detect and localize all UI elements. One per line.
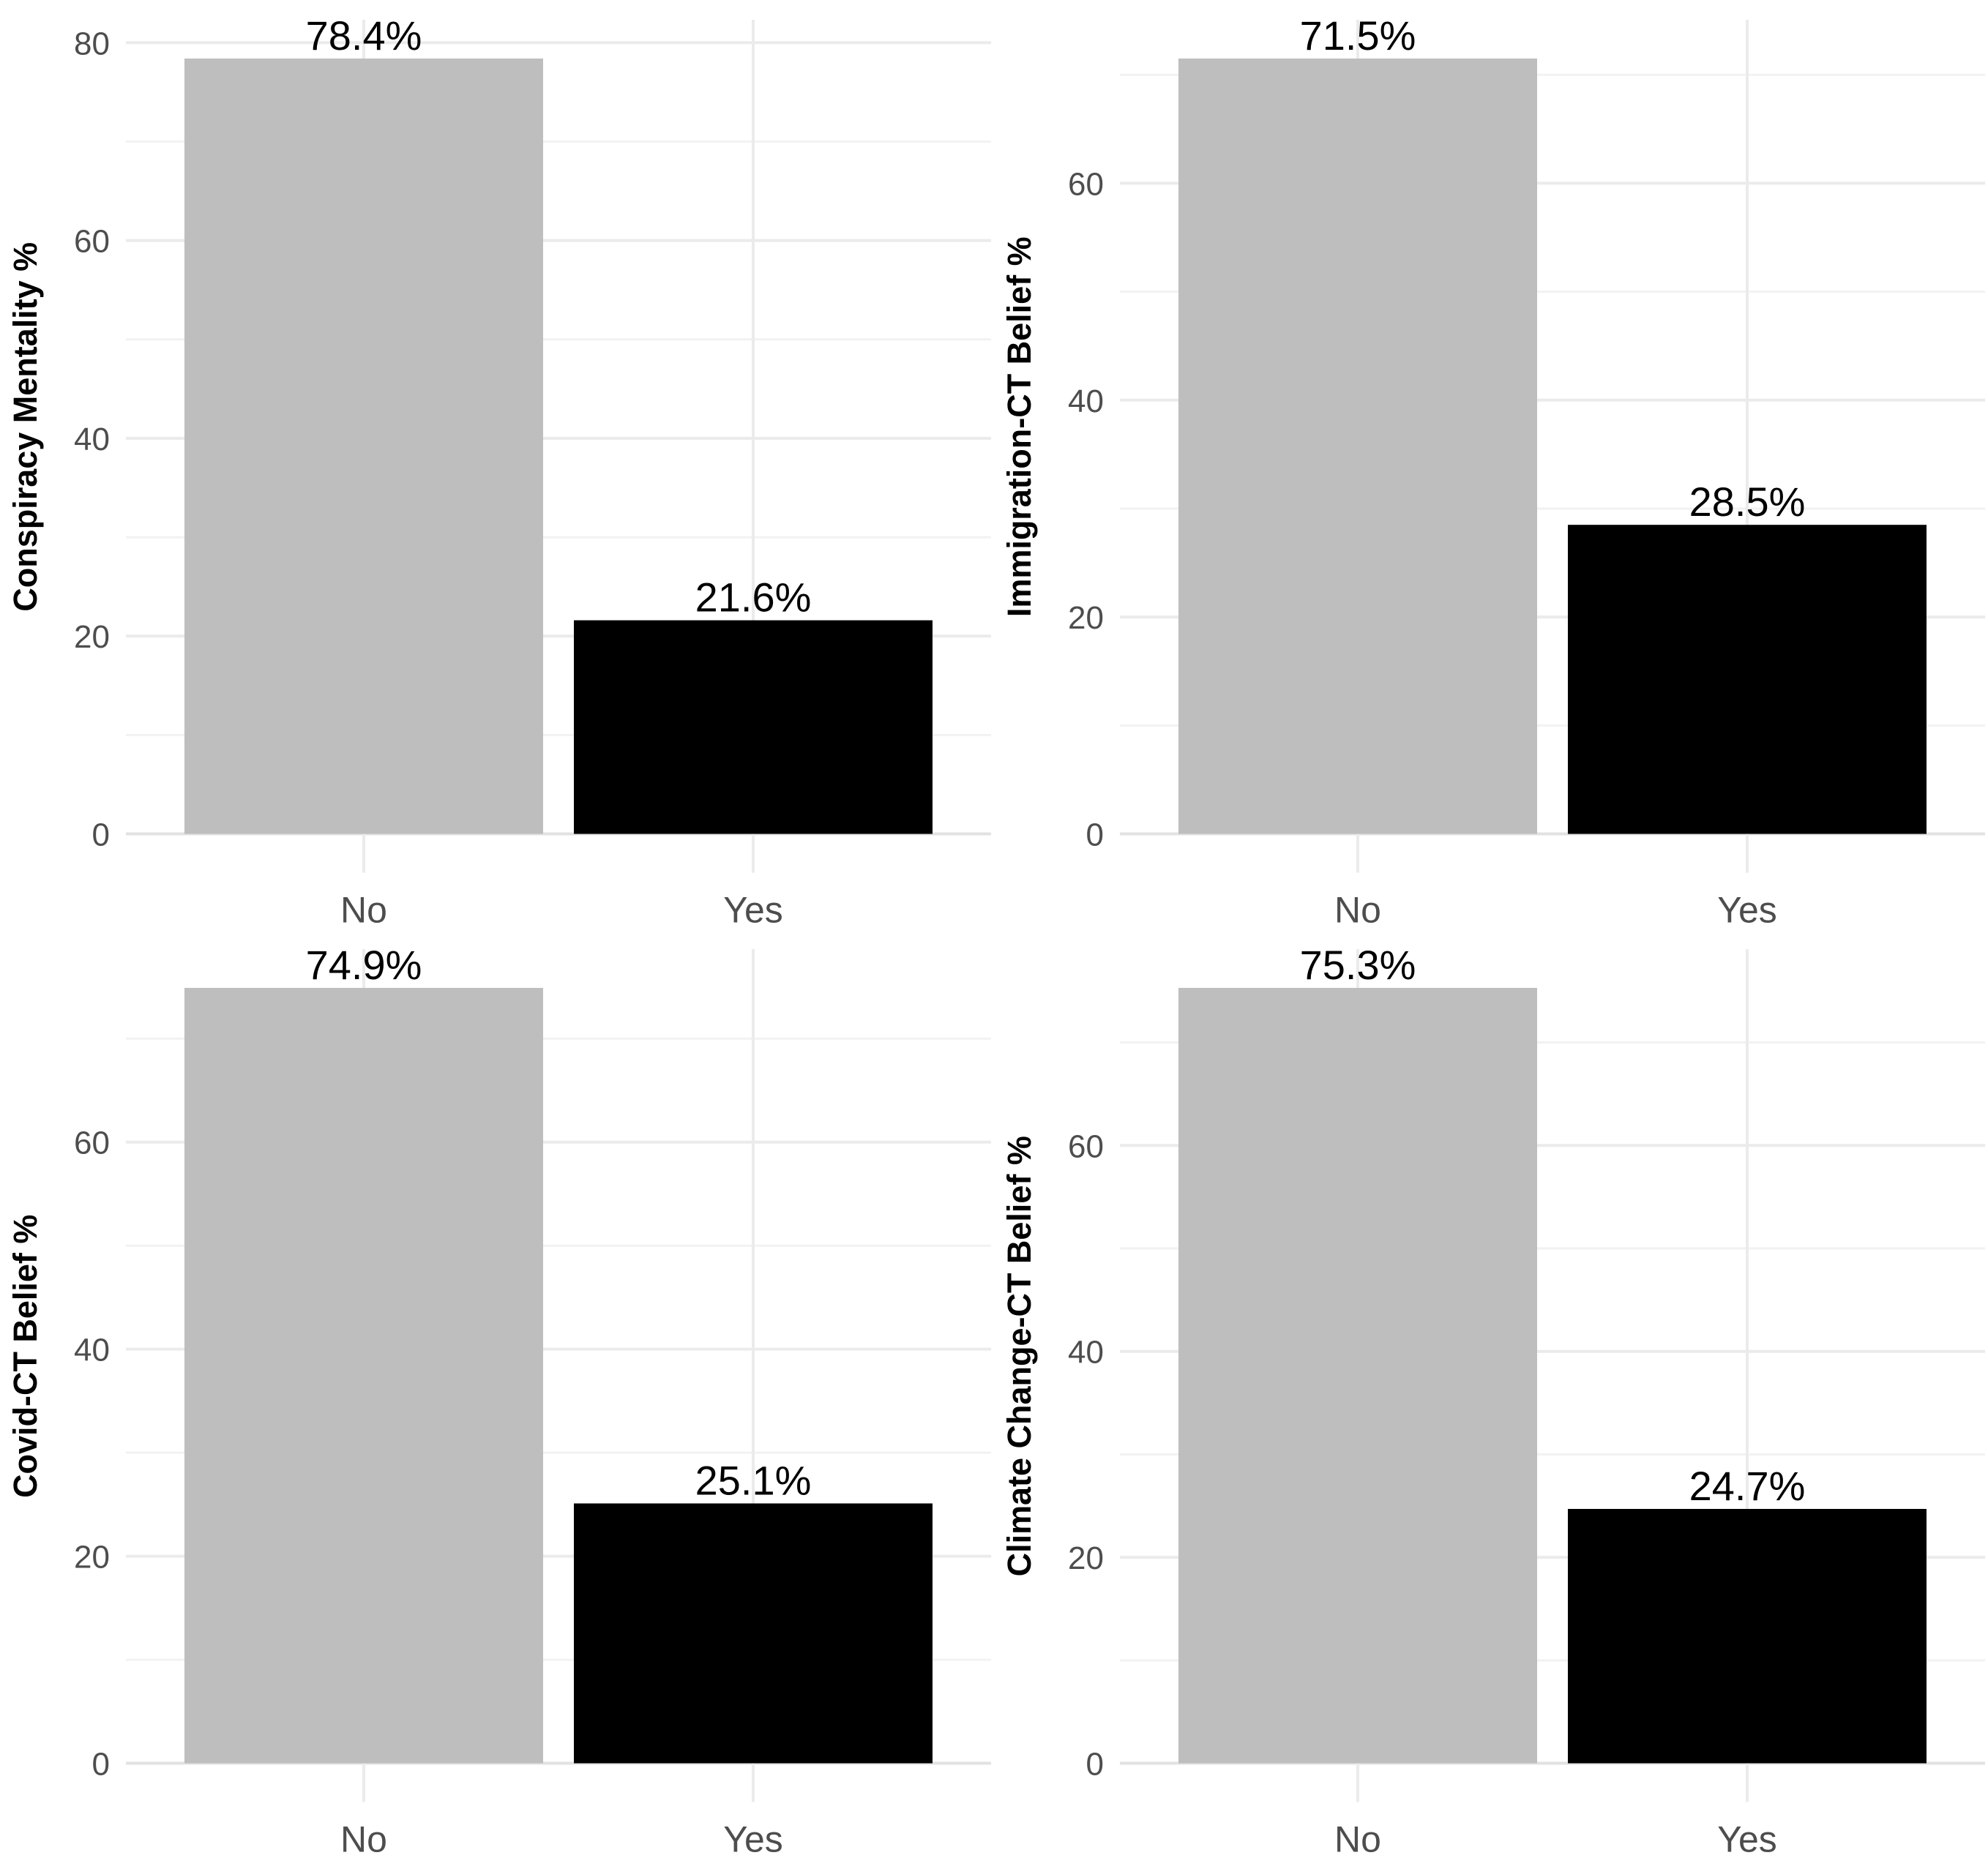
x-tick-label: Yes [723, 1818, 783, 1858]
y-tick-label: 20 [74, 619, 110, 655]
x-tick-label: Yes [1717, 890, 1777, 929]
x-tick-label: Yes [1717, 1818, 1777, 1858]
bar-yes [1568, 1508, 1927, 1764]
bar-no [1178, 58, 1537, 834]
value-label: 71.5% [1300, 12, 1416, 59]
conspiracy-mentality-chart: 78.4% 21.6% 0 20 40 60 80 No Yes Conspiracy Menta… [7, 12, 991, 929]
y-tick-label: 60 [74, 224, 110, 260]
climate-change-ct-belief-chart: 75.3% 24.7% 0 20 40 60 No Yes Climate Change-CT … [1001, 941, 1985, 1858]
x-tick-label: No [340, 890, 387, 929]
y-tick-label: 0 [92, 817, 110, 853]
y-tick-label: 20 [1068, 600, 1104, 636]
y-tick-label: 60 [1068, 1128, 1104, 1164]
bar-no [184, 987, 543, 1764]
panel-top-left: 78.4% 21.6% 0 20 40 60 80 No Yes Conspiracy Menta… [0, 0, 994, 929]
immigration-ct-belief-chart: 71.5% 28.5% 0 20 40 60 No Yes Immigration-CT Bel… [1001, 12, 1985, 929]
value-label: 28.5% [1689, 479, 1806, 525]
y-axis-title: Covid-CT Belief % [7, 1214, 44, 1497]
y-tick-label: 40 [1068, 383, 1104, 419]
panel-bottom-left: 74.9% 25.1% 0 20 40 60 No Yes Covid-CT Belief % [0, 929, 994, 1858]
y-tick-label: 0 [92, 1746, 110, 1782]
bar-yes [574, 620, 933, 834]
x-tick-label: No [1334, 1818, 1381, 1858]
covid-ct-belief-chart: 74.9% 25.1% 0 20 40 60 No Yes Covid-CT Belief % [7, 941, 991, 1858]
value-label: 21.6% [695, 574, 812, 621]
bar-yes [1568, 525, 1927, 834]
bar-yes [574, 1502, 933, 1764]
y-tick-label: 60 [1068, 166, 1104, 202]
panel-top-right: 71.5% 28.5% 0 20 40 60 No Yes Immigration-CT Bel… [994, 0, 1988, 929]
y-axis-title: Climate Change-CT Belief % [1001, 1136, 1038, 1576]
value-label: 24.7% [1689, 1463, 1806, 1509]
y-tick-label: 0 [1086, 817, 1104, 853]
y-tick-label: 60 [74, 1125, 110, 1161]
y-tick-label: 40 [74, 422, 110, 457]
x-tick-label: Yes [723, 890, 783, 929]
y-tick-label: 40 [74, 1332, 110, 1368]
y-axis-title: Immigration-CT Belief % [1001, 236, 1038, 617]
panel-bottom-right: 75.3% 24.7% 0 20 40 60 No Yes Climate Change-CT … [994, 929, 1988, 1858]
value-label: 74.9% [306, 941, 422, 987]
y-tick-label: 20 [74, 1539, 110, 1575]
bar-no [1178, 987, 1537, 1764]
y-tick-label: 20 [1068, 1540, 1104, 1576]
y-tick-label: 40 [1068, 1334, 1104, 1370]
bar-no [184, 58, 543, 834]
y-axis-title: Conspiracy Mentality % [7, 242, 44, 612]
x-tick-label: No [1334, 890, 1381, 929]
value-label: 25.1% [695, 1457, 812, 1503]
x-tick-label: No [340, 1818, 387, 1858]
y-tick-label: 80 [74, 26, 110, 61]
value-label: 78.4% [306, 12, 422, 59]
value-label: 75.3% [1300, 941, 1416, 987]
y-tick-label: 0 [1086, 1746, 1104, 1782]
